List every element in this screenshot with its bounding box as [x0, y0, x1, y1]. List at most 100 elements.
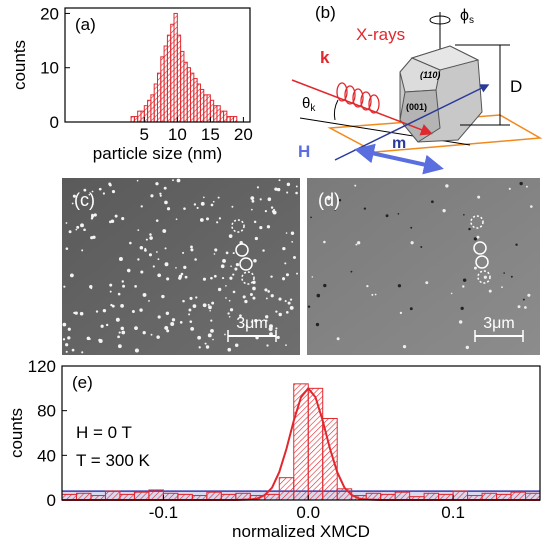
- speckle: [188, 313, 190, 315]
- speckle: [286, 192, 288, 194]
- speckle: [252, 287, 256, 291]
- speckle: [284, 262, 286, 264]
- speckle: [269, 324, 273, 328]
- speckle: [157, 273, 161, 277]
- speckle: [442, 209, 445, 212]
- speckle: [229, 300, 231, 302]
- speckle: [253, 259, 257, 263]
- speckle: [210, 329, 214, 333]
- speckle: [189, 297, 192, 300]
- speckle: [233, 252, 235, 254]
- speckle: [205, 343, 207, 345]
- speckle: [153, 265, 155, 267]
- speckle: [265, 210, 267, 212]
- speckle: [119, 257, 123, 261]
- speckle: [189, 320, 192, 323]
- speckle: [81, 351, 83, 353]
- speckle: [149, 233, 152, 236]
- y-axis-label: counts: [7, 408, 26, 458]
- speckle: [164, 326, 168, 330]
- bar: [105, 491, 119, 500]
- speckle: [110, 291, 112, 293]
- speckle: [63, 338, 65, 340]
- speckle: [366, 285, 368, 287]
- speckle: [287, 183, 290, 186]
- x-tick-label: 5: [140, 125, 149, 144]
- speckle: [286, 273, 289, 276]
- speckle: [137, 229, 139, 231]
- speckle: [210, 277, 213, 280]
- speckle: [224, 334, 226, 336]
- speckle: [110, 304, 112, 306]
- speckle: [462, 285, 464, 287]
- speckle: [524, 306, 527, 309]
- bar: [482, 493, 496, 500]
- speckle: [282, 277, 285, 280]
- y-axis-label: counts: [10, 40, 29, 90]
- speckle: [270, 275, 272, 277]
- speckle: [151, 334, 153, 336]
- speckle: [271, 294, 274, 297]
- speckle: [155, 182, 158, 185]
- speckle: [87, 337, 91, 341]
- speckle: [279, 179, 281, 181]
- speckle: [232, 273, 234, 275]
- speckle: [109, 284, 112, 287]
- bar: [526, 493, 540, 500]
- speckle: [129, 242, 132, 245]
- speckle: [474, 237, 477, 240]
- speckle: [420, 246, 422, 248]
- label: k: [310, 103, 316, 114]
- speckle: [230, 265, 232, 267]
- speckle: [66, 247, 69, 250]
- speckle: [264, 288, 267, 291]
- speckle: [234, 268, 237, 271]
- speckle: [156, 251, 158, 253]
- y-tick-label: 80: [37, 402, 56, 421]
- speckle: [106, 324, 108, 326]
- speckle: [144, 248, 146, 250]
- x-tick-label: 15: [201, 125, 220, 144]
- speckle: [190, 248, 193, 251]
- speckle: [211, 204, 214, 207]
- speckle: [308, 306, 310, 308]
- bar: [76, 493, 90, 500]
- speckle: [121, 217, 124, 220]
- speckle: [518, 305, 521, 308]
- label: (001): [406, 102, 427, 112]
- speckle: [68, 328, 71, 331]
- speckle: [118, 344, 122, 348]
- label: (110): [420, 70, 440, 80]
- speckle: [227, 312, 229, 314]
- speckle: [272, 210, 275, 213]
- angle: [334, 100, 338, 120]
- speckle: [210, 320, 212, 322]
- speckle: [230, 308, 233, 311]
- label: s: [469, 15, 474, 26]
- speckle: [208, 306, 212, 310]
- speckle: [375, 294, 377, 296]
- speckle: [323, 241, 326, 244]
- speckle: [69, 230, 72, 233]
- speckle: [278, 298, 281, 301]
- y-tick-label: 20: [40, 4, 59, 23]
- speckle: [91, 214, 94, 217]
- annotation: H = 0 T: [76, 423, 132, 442]
- speckle: [135, 348, 139, 352]
- speckle: [75, 229, 77, 231]
- speckle: [474, 267, 477, 270]
- speckle: [260, 198, 262, 200]
- speckle: [70, 274, 74, 278]
- x-tick-label: 0.0: [296, 503, 320, 522]
- speckle: [466, 346, 469, 349]
- speckle: [323, 284, 326, 287]
- speckle: [190, 246, 193, 249]
- bar: [279, 478, 293, 500]
- speckle: [271, 206, 273, 208]
- speckle: [176, 218, 178, 220]
- speckle: [208, 304, 210, 306]
- figure: (b) X-rays k ϕs D (110) (001) θk m H (c)…: [0, 0, 546, 548]
- speckle: [236, 263, 239, 266]
- speckle: [177, 179, 181, 183]
- speckle: [165, 247, 167, 249]
